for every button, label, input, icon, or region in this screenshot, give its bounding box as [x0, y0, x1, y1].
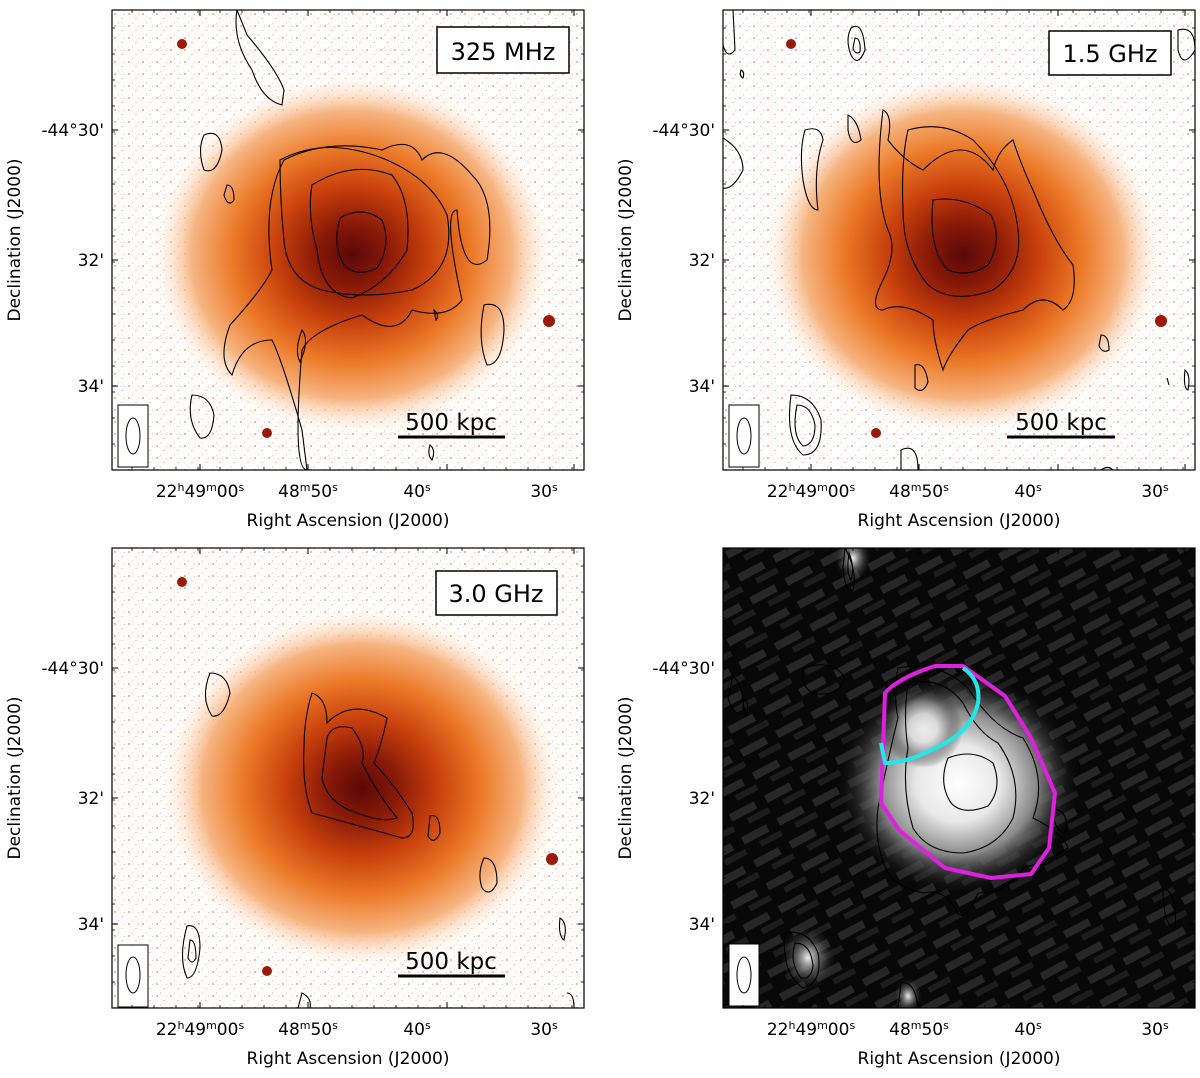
axes-panel-3: 22h49m00s 48m50s 40s 30s -44°30' 32' 34' Right …: [616, 548, 1195, 1069]
x-tick-label: 40s: [403, 1019, 431, 1041]
freq-label: 3.0 GHz: [448, 580, 543, 608]
panel-325mhz: 325 MHz 500 kpc: [111, 9, 585, 471]
point-source: [543, 315, 555, 327]
point-source: [262, 966, 272, 976]
axes-layer: 22h49m00s 48m50s 40s 30s -44°30' 32' 34' Right …: [5, 10, 1195, 1069]
scale-bar: 500 kpc: [398, 949, 505, 978]
x-tick-label: 30s: [1141, 481, 1169, 503]
scale-bar: 500 kpc: [1007, 410, 1115, 439]
y-axis-label: Declination (J2000): [616, 158, 636, 321]
panel-radio-greyscale: [722, 547, 1196, 1009]
y-tick-label: -44°30': [652, 121, 715, 141]
x-tick-label: 22h49m00s: [156, 481, 245, 503]
y-tick-label: 34': [689, 915, 715, 935]
y-tick-label: -44°30': [41, 121, 104, 141]
x-tick-label: 30s: [1141, 1019, 1169, 1041]
y-tick-label: 32': [78, 789, 104, 809]
radio-contours: [727, 548, 1177, 1008]
radio-contours: [181, 672, 575, 1008]
beam-box: [117, 404, 149, 468]
point-source: [1155, 315, 1167, 327]
point-source: [262, 428, 272, 438]
x-tick-label: 22h49m00s: [767, 1019, 856, 1041]
y-axis-label: Declination (J2000): [5, 696, 25, 859]
x-tick-label: 48m50s: [889, 1019, 949, 1041]
x-tick-label: 48m50s: [278, 481, 338, 503]
point-source: [177, 39, 187, 49]
y-tick-label: 34': [78, 377, 104, 397]
x-axis-label: Right Ascension (J2000): [858, 511, 1061, 531]
radio-contours: [723, 10, 1195, 470]
x-tick-label: 40s: [1014, 1019, 1042, 1041]
beam-box: [728, 943, 760, 1007]
radio-contours: [189, 10, 505, 470]
freq-label-box: 325 MHz: [436, 26, 570, 74]
x-tick-label: 40s: [1014, 481, 1042, 503]
y-tick-label: 32': [689, 251, 715, 271]
xray-emission: [162, 608, 562, 968]
freq-label-box: 3.0 GHz: [435, 570, 558, 616]
point-source: [786, 39, 796, 49]
beam-box: [728, 404, 760, 468]
y-tick-label: -44°30': [41, 659, 104, 679]
sub-region: [879, 666, 981, 765]
y-axis-label: Declination (J2000): [5, 158, 25, 321]
freq-label: 325 MHz: [451, 38, 556, 66]
x-tick-label: 30s: [530, 481, 558, 503]
y-tick-label: 34': [689, 377, 715, 397]
axes-panel-0: 22h49m00s 48m50s 40s 30s -44°30' 32' 34' Right …: [5, 10, 584, 531]
xray-emission: [152, 75, 552, 435]
x-tick-label: 22h49m00s: [767, 481, 856, 503]
point-source: [177, 577, 187, 587]
x-tick-label: 48m50s: [889, 481, 949, 503]
x-axis-label: Right Ascension (J2000): [247, 511, 450, 531]
scale-bar-label: 500 kpc: [1015, 410, 1107, 436]
xray-emission: [763, 75, 1163, 435]
freq-label-box: 1.5 GHz: [1048, 30, 1172, 76]
point-source: [871, 428, 881, 438]
panel-3-0ghz: 3.0 GHz 500 kpc: [111, 547, 585, 1009]
y-tick-label: 34': [78, 915, 104, 935]
scale-bar-label: 500 kpc: [405, 949, 497, 975]
y-tick-label: -44°30': [652, 659, 715, 679]
y-tick-label: 32': [689, 789, 715, 809]
x-axis-label: Right Ascension (J2000): [858, 1049, 1061, 1069]
scale-bar: 500 kpc: [398, 410, 505, 439]
scale-bar-label: 500 kpc: [405, 410, 497, 436]
panel-1-5ghz: 1.5 GHz 500 kpc: [722, 9, 1196, 471]
axes-panel-2: 22h49m00s 48m50s 40s 30s -44°30' 32' 34' Right …: [5, 548, 584, 1069]
x-tick-label: 30s: [530, 1019, 558, 1041]
point-source: [546, 853, 558, 865]
point-source: [835, 548, 871, 582]
x-tick-label: 40s: [403, 481, 431, 503]
x-tick-label: 48m50s: [278, 1019, 338, 1041]
axes-panel-1: 22h49m00s 48m50s 40s 30s -44°30' 32' 34' Right …: [616, 10, 1195, 531]
freq-label: 1.5 GHz: [1062, 40, 1157, 68]
x-tick-label: 22h49m00s: [156, 1019, 245, 1041]
y-tick-label: 32': [78, 251, 104, 271]
x-axis-label: Right Ascension (J2000): [247, 1049, 450, 1069]
point-source: [780, 926, 836, 990]
y-axis-label: Declination (J2000): [616, 696, 636, 859]
beam-box: [117, 944, 149, 1008]
halo-region: [879, 664, 1057, 880]
